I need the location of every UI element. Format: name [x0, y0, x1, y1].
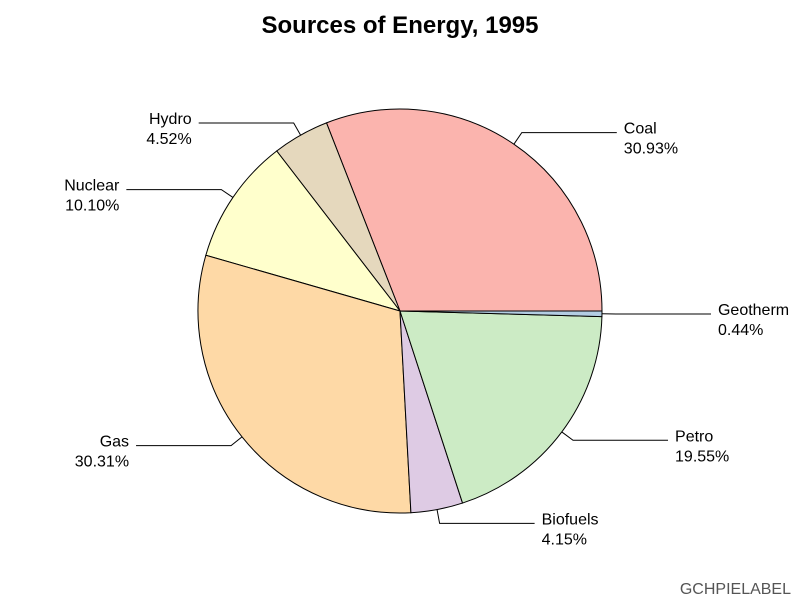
leader-line-nuclear	[126, 189, 234, 198]
slice-value-gas: 30.31%	[75, 454, 129, 471]
slice-value-geotherm: 0.44%	[718, 322, 763, 339]
leader-line-hydro	[198, 122, 302, 136]
slice-label-petro: Petro	[675, 428, 713, 445]
slice-label-biofuels: Biofuels	[542, 511, 599, 528]
leader-line-gas	[136, 436, 243, 447]
slice-value-nuclear: 10.10%	[65, 198, 119, 215]
pie-slice-nuclear	[205, 150, 402, 312]
slice-labels: Coal 30.93% Hydro 4.52% Nuclear 10.10% Gas 30.3…	[64, 111, 789, 548]
pie-slice-coal	[325, 108, 603, 312]
leader-line-petro	[561, 431, 669, 441]
slice-label-nuclear: Nuclear	[64, 178, 120, 195]
pie-slice-geotherm	[399, 310, 603, 318]
slice-value-coal: 30.93%	[624, 141, 678, 158]
slice-value-biofuels: 4.15%	[542, 531, 587, 548]
leader-lines	[126, 122, 711, 524]
slice-label-coal: Coal	[624, 121, 657, 138]
pie-slice-petro	[399, 310, 603, 504]
leader-line-biofuels	[436, 509, 535, 524]
chart-footnote: GCHPIELABEL	[680, 581, 791, 598]
slice-label-geotherm: Geotherm	[718, 302, 789, 319]
slice-value-hydro: 4.52%	[146, 131, 191, 148]
pie-slices	[197, 108, 603, 514]
slice-value-petro: 19.55%	[675, 448, 729, 465]
pie-slice-gas	[197, 254, 412, 514]
leader-line-coal	[513, 132, 617, 145]
chart-title: Sources of Energy, 1995	[261, 12, 538, 39]
slice-label-hydro: Hydro	[149, 111, 192, 128]
slice-label-gas: Gas	[100, 434, 129, 451]
